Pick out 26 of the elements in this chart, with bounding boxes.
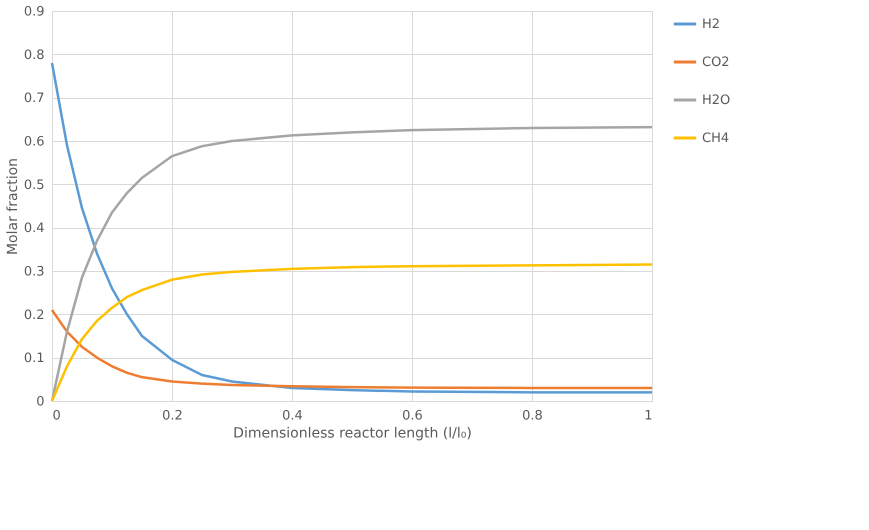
y-axis-title: Molar fraction [4,158,21,256]
x-tick-label: 0.2 [162,408,183,424]
y-tick-label: 0.7 [24,91,44,106]
line-series [50,126,654,402]
y-tick-label: 0.5 [24,178,44,193]
y-tick-label: 0 [36,394,44,410]
y-tick-label: 0.3 [24,264,44,280]
x-tick-label: 0.8 [522,408,543,424]
line-series [50,308,654,390]
line-series [50,263,654,402]
x-axis-title: Dimensionless reactor length (l/l₀) [233,426,472,442]
y-tick-label: 0.2 [24,308,44,323]
y-tick-label: 0.8 [24,48,44,63]
legend-label: CO2 [702,55,730,70]
legend-label: H2 [702,17,720,32]
legend-label: H2O [702,93,730,108]
y-tick-label: 0.9 [24,4,44,20]
x-tick-label: 0.4 [282,408,303,424]
y-tick-label: 0.4 [24,221,44,236]
line-series [50,62,654,394]
y-tick-label: 0.1 [24,351,44,366]
x-tick-label: 0.6 [402,408,423,424]
x-tick-label: 0 [52,408,61,424]
y-tick-label: 0.6 [24,134,44,150]
x-tick-label: 1 [644,408,652,424]
legend-label: CH4 [702,131,730,146]
